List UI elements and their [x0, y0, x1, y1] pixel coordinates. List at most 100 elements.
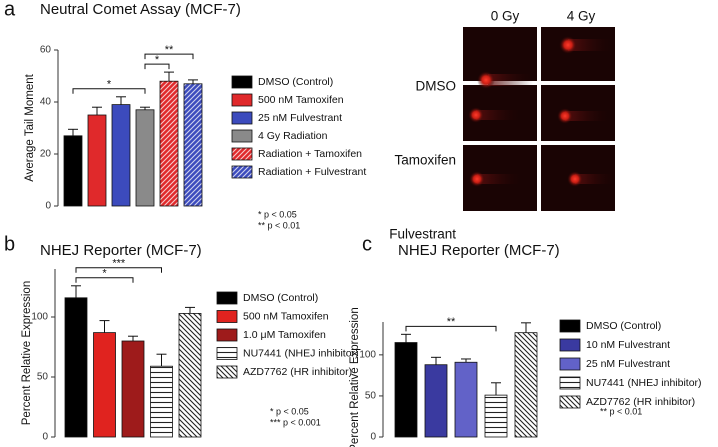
- significance-label: *: [102, 268, 107, 280]
- row-label: DMSO: [416, 79, 457, 94]
- y-axis-label: Average Tail Moment: [24, 73, 36, 181]
- panel-letter: a: [4, 0, 16, 20]
- chart-title: NHEJ Reporter (MCF-7): [398, 242, 560, 259]
- comet-head: [557, 108, 573, 124]
- significance-label: *: [107, 79, 112, 91]
- legend-swatch: [216, 347, 238, 360]
- column-label: 4 Gy: [567, 9, 596, 24]
- significance-note: * p < 0.05: [270, 406, 309, 416]
- row-label: Tamoxifen: [394, 153, 456, 168]
- comet-tail: [565, 111, 610, 121]
- comet-head: [559, 36, 577, 54]
- legend-swatch: [231, 111, 253, 125]
- comet-tail: [575, 174, 615, 184]
- bar: [484, 394, 508, 438]
- legend-label: NU7441 (NHEJ inhibitor): [243, 347, 359, 359]
- legend-label: 4 Gy Radiation: [258, 130, 328, 142]
- legend-swatch: [216, 310, 238, 323]
- legend-label: 500 nM Tamoxifen: [243, 310, 329, 322]
- y-tick-label: 50: [37, 372, 49, 383]
- legend-swatch: [231, 165, 253, 179]
- y-tick-label: 60: [40, 45, 52, 56]
- legend-label: 10 nM Fulvestrant: [586, 339, 670, 351]
- bar: [121, 340, 145, 438]
- legend-label: AZD7762 (HR inhibitor): [586, 396, 695, 408]
- significance-bracket: [144, 63, 170, 70]
- bar: [63, 135, 83, 207]
- legend-swatch: [559, 376, 581, 390]
- legend-label: NU7441 (NHEJ inhibitor): [586, 377, 702, 389]
- y-tick-label: 50: [365, 391, 377, 402]
- legend-swatch: [231, 75, 253, 89]
- y-tick-label: 20: [40, 149, 52, 160]
- legend-swatch: [559, 319, 581, 333]
- row-label: Fulvestrant: [389, 227, 456, 242]
- legend-swatch: [231, 147, 253, 161]
- comet-head: [567, 171, 583, 187]
- significance-bracket: [405, 325, 497, 332]
- legend-swatch: [559, 338, 581, 352]
- bar: [93, 332, 116, 438]
- comet-head: [477, 71, 495, 89]
- significance-label: **: [447, 316, 456, 328]
- bar: [454, 361, 478, 438]
- comet-tail: [568, 39, 613, 51]
- y-axis-label: Percent Relative Expression: [349, 307, 361, 447]
- chart-title: Neutral Comet Assay (MCF-7): [40, 1, 241, 18]
- significance-note: *** p < 0.001: [270, 417, 321, 427]
- legend-swatch: [231, 93, 253, 107]
- y-tick-label: 100: [359, 349, 376, 360]
- comet-head: [469, 171, 485, 187]
- comet-tail: [476, 110, 521, 120]
- legend-label: DMSO (Control): [243, 292, 318, 304]
- chart-title: NHEJ Reporter (MCF-7): [40, 242, 202, 259]
- significance-bracket: [72, 88, 146, 94]
- panel-letter: c: [362, 233, 372, 255]
- significance-bracket: [75, 267, 162, 273]
- bar: [150, 365, 173, 438]
- panel-letter: b: [4, 233, 15, 255]
- legend-swatch: [559, 357, 581, 371]
- legend-swatch: [216, 291, 238, 305]
- bar: [178, 312, 202, 438]
- legend-label: Radiation + Tamoxifen: [258, 148, 362, 160]
- legend-swatch: [559, 395, 581, 409]
- legend-label: Radiation + Fulvestrant: [258, 166, 366, 178]
- legend-swatch: [231, 129, 253, 143]
- bar: [64, 297, 88, 438]
- image-tile: [463, 27, 537, 81]
- significance-note: ** p < 0.01: [258, 220, 300, 230]
- legend-label: 500 nM Tamoxifen: [258, 94, 344, 106]
- bar: [394, 342, 418, 438]
- column-label: 0 Gy: [491, 9, 520, 24]
- bar: [183, 83, 203, 207]
- comet-head: [468, 107, 484, 123]
- bar: [424, 364, 448, 438]
- significance-label: **: [165, 44, 174, 56]
- significance-label: *: [155, 54, 160, 66]
- significance-bracket: [144, 53, 194, 60]
- legend-swatch: [216, 328, 238, 342]
- legend-label: 25 nM Fulvestrant: [258, 112, 342, 124]
- significance-label: ***: [112, 258, 126, 270]
- bar: [159, 80, 179, 207]
- y-tick-label: 0: [45, 201, 51, 212]
- y-tick-label: 0: [42, 432, 48, 443]
- comet-tail: [477, 174, 522, 184]
- significance-note: * p < 0.05: [258, 209, 297, 219]
- image-tile: [541, 27, 615, 81]
- y-tick-label: 40: [40, 97, 52, 108]
- y-tick-label: 0: [370, 432, 376, 443]
- comet-images: 0 Gy 4 Gy DMSO Tamoxifen Fulvestrant: [389, 9, 615, 242]
- legend-label: DMSO (Control): [258, 76, 333, 88]
- bar: [514, 332, 538, 438]
- legend-label: 1.0 μM Tamoxifen: [243, 329, 326, 341]
- legend-swatch: [216, 365, 238, 379]
- significance-note: ** p < 0.01: [600, 406, 642, 416]
- bar: [111, 104, 131, 207]
- significance-bracket: [75, 277, 134, 283]
- legend-label: 25 nM Fulvestrant: [586, 358, 670, 370]
- comet-tail: [488, 74, 533, 86]
- image-tiles: [463, 27, 615, 211]
